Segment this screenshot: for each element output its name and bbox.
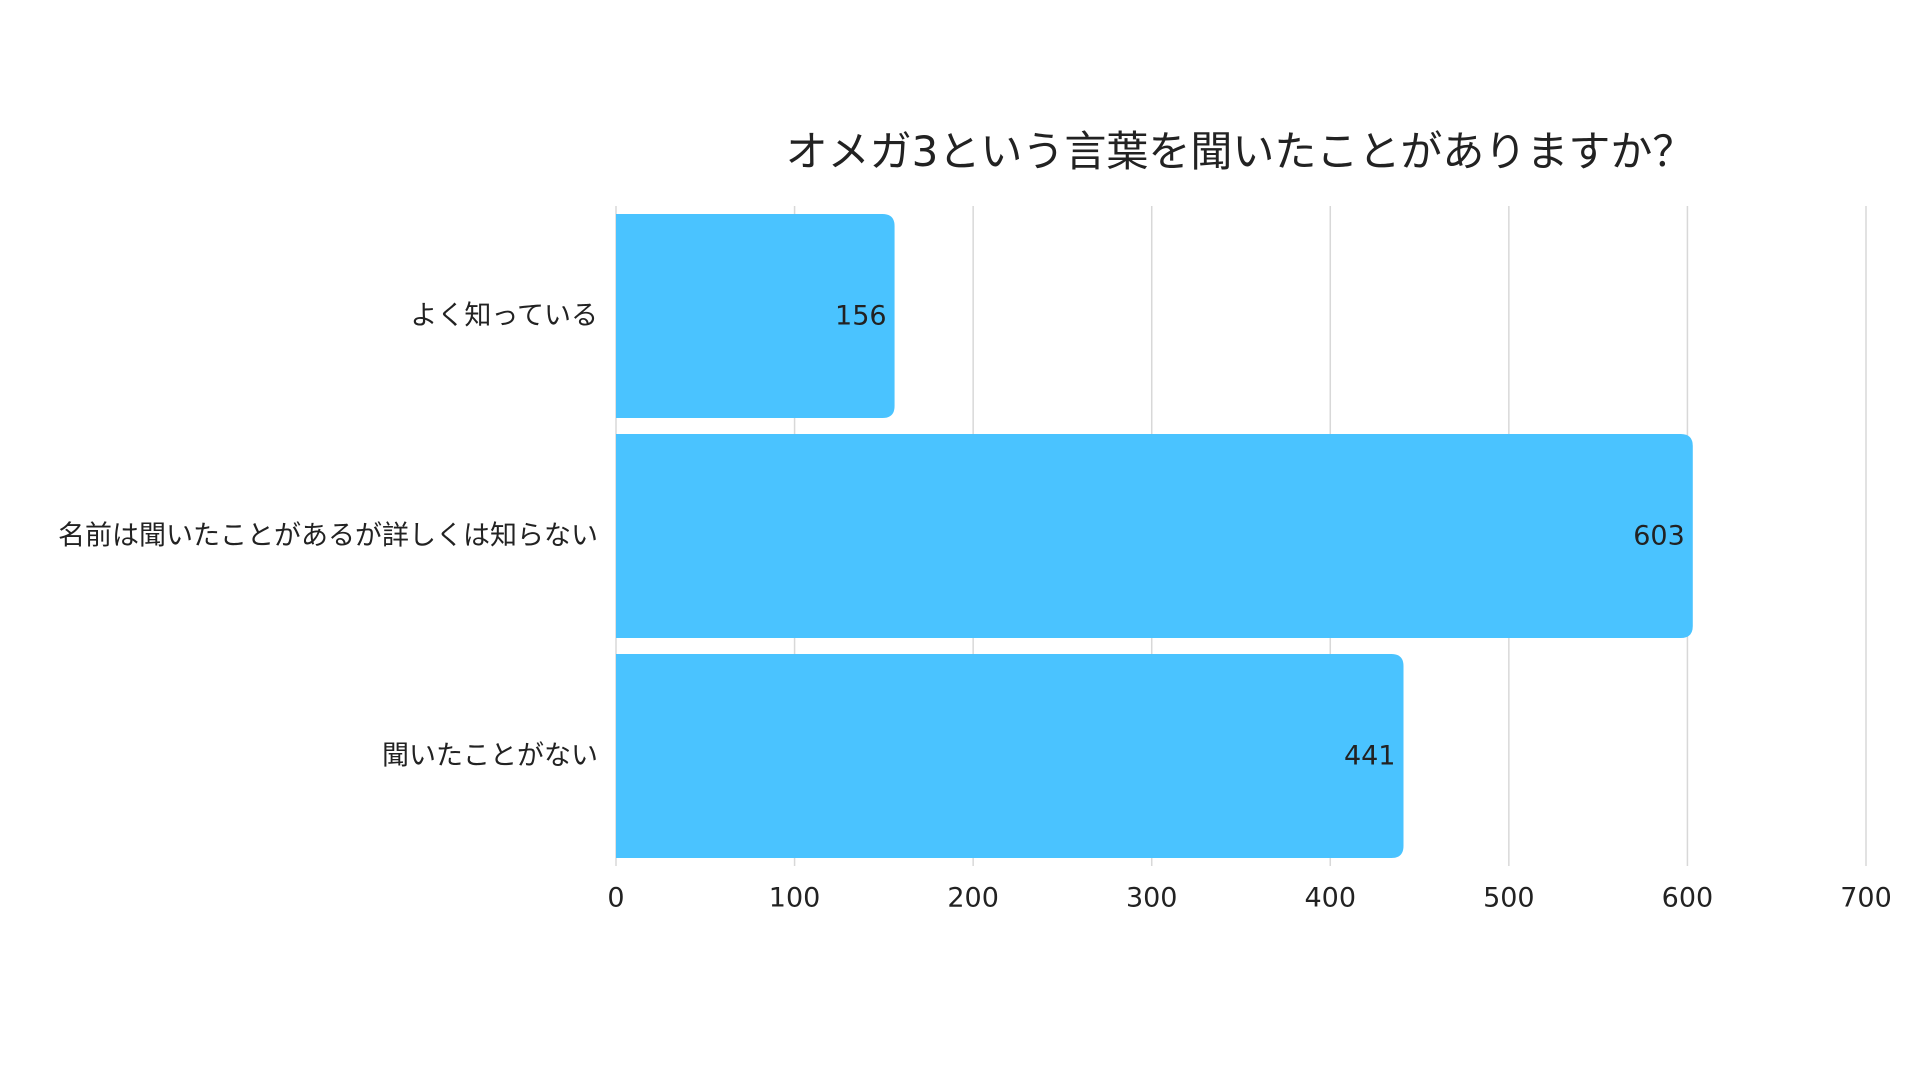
data-label: 603	[1633, 521, 1685, 552]
category-label: 名前は聞いたことがあるが詳しくは知らない	[58, 521, 598, 552]
x-tick-label: 700	[1840, 883, 1892, 914]
x-tick-label: 400	[1305, 883, 1357, 914]
bar	[616, 214, 895, 418]
category-label: よく知っている	[410, 301, 598, 332]
bar	[616, 654, 1404, 858]
category-label: 聞いたことがない	[382, 741, 598, 772]
x-tick-label: 300	[1126, 883, 1178, 914]
x-tick-label: 200	[947, 883, 999, 914]
data-label: 156	[835, 301, 887, 332]
data-label: 441	[1344, 741, 1396, 772]
x-tick-label: 100	[769, 883, 821, 914]
x-tick-label: 600	[1662, 883, 1714, 914]
x-tick-label: 500	[1483, 883, 1535, 914]
chart-title: オメガ3という言葉を聞いたことがありますか？	[786, 127, 1695, 176]
x-tick-label: 0	[607, 883, 624, 914]
bar	[616, 434, 1693, 638]
data-labels: 156 603 441	[835, 301, 1685, 772]
x-axis-ticks: 0 100 200 300 400 500 600 700	[607, 883, 1891, 914]
bars	[616, 214, 1693, 858]
